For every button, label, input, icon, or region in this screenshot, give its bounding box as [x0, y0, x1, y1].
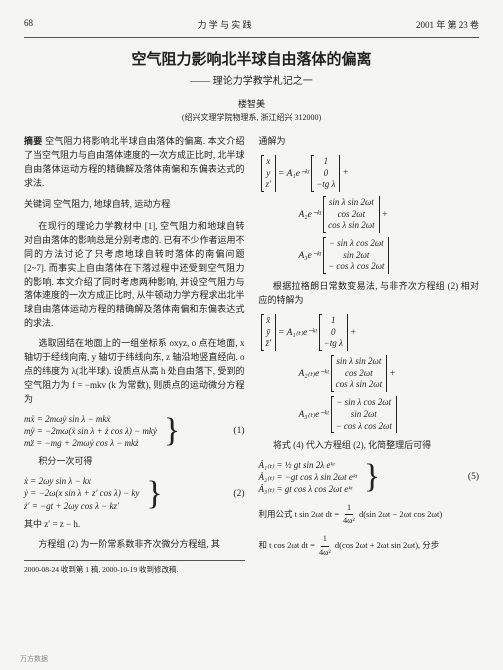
eq5-line1: Ȧ₁₍ₜ₎ = ½ gt sin 2λ eᵏᵗ	[259, 459, 357, 471]
keywords-label: 关键词	[24, 199, 51, 209]
fraction-2: 14ω²	[317, 533, 333, 559]
equation-3: xyz′ = A₁e⁻ᵏᵗ 10−tg λ + A₂e⁻ᵏᵗ sin λ sin…	[259, 155, 480, 274]
header-rule	[24, 37, 479, 38]
article-subtitle: —— 理论力学教学札记之一	[24, 72, 479, 87]
r-paragraph-4: 利用公式 t sin 2ωt dt = 14ω² d(sin 2ωt − 2ωt…	[259, 502, 480, 528]
two-column-body: 摘要 空气阻力将影响北半球自由落体的偏离. 本文介绍了当空气阻力与自由落体速度的…	[24, 135, 479, 575]
matrix-4-1: 10−tg λ	[319, 314, 348, 351]
eq1-line2: mÿ = −2mω(ẋ sin λ + ż cos λ) − mkẏ	[24, 425, 157, 437]
eq4-a3: A₃₍ₜ₎e⁻ᵏᵗ	[299, 409, 329, 420]
abstract-label: 摘要	[24, 136, 43, 146]
affiliation: (绍兴文理学院物理系, 浙江绍兴 312000)	[24, 112, 479, 123]
keywords-text: 空气阻力, 地球自转, 运动方程	[53, 199, 170, 209]
vector-xyz: xyz′	[261, 155, 276, 192]
eq3-lead: = A₁e⁻ᵏᵗ	[278, 168, 309, 179]
watermark: 万方数据	[20, 654, 48, 664]
vector-xyz-bar: x̄ȳz̄′	[261, 314, 276, 351]
paragraph-3: 积分一次可得	[24, 455, 245, 469]
footnote-rule: 2000-08-24 收到第 1 稿, 2000-10-19 收到修改稿.	[24, 560, 245, 575]
matrix-1: 10−tg λ	[311, 155, 340, 192]
eq2-number: (2)	[233, 489, 244, 499]
eq3-a2: A₂e⁻ᵏᵗ	[299, 209, 322, 220]
matrix-4-3: − sin λ cos 2ωtsin 2ωt− cos λ cos 2ωt	[331, 396, 397, 433]
keywords: 关键词 空气阻力, 地球自转, 运动方程	[24, 197, 245, 210]
running-header: 68 力 学 与 实 践 2001 年 第 23 卷	[24, 18, 479, 31]
left-column: 摘要 空气阻力将影响北半球自由落体的偏离. 本文介绍了当空气阻力与自由落体速度的…	[24, 135, 245, 575]
eq5-number: (5)	[468, 472, 479, 482]
eq4-lead: = A₁₍ₜ₎e⁻ᵏᵗ	[278, 327, 317, 338]
eq1-line3: mz̈ = −mg + 2mωẏ cos λ − mkż	[24, 437, 157, 449]
article-title: 空气阻力影响北半球自由落体的偏离	[24, 48, 479, 69]
right-column: 通解为 xyz′ = A₁e⁻ᵏᵗ 10−tg λ + A₂e⁻ᵏᵗ sin λ…	[259, 135, 480, 575]
eq3-a3: A₃e⁻ᵏᵗ	[299, 250, 322, 261]
brace-icon: }	[161, 414, 183, 448]
footnote-text: 2000-08-24 收到第 1 稿, 2000-10-19 收到修改稿.	[24, 564, 178, 575]
fraction-1: 14ω²	[341, 502, 357, 528]
brace-icon: }	[143, 477, 165, 511]
eq1-line1: mẍ = 2mωẏ sin λ − mkẋ	[24, 413, 157, 425]
abstract: 摘要 空气阻力将影响北半球自由落体的偏离. 本文介绍了当空气阻力与自由落体速度的…	[24, 135, 245, 191]
r-paragraph-3: 将式 (4) 代入方程组 (2), 化简整理后可得	[259, 439, 480, 453]
r-paragraph-2: 根据拉格朗日常数变易法, 与非齐次方程组 (2) 相对应的特解为	[259, 280, 480, 308]
eq2-line2: ẏ = −2ω(x sin λ + z′ cos λ) − ky	[24, 487, 139, 499]
brace-icon: }	[361, 460, 383, 494]
matrix-2: sin λ sin 2ωtcos 2ωtcos λ sin 2ωt	[323, 196, 380, 233]
equation-2: ẋ = 2ωy sin λ − kx ẏ = −2ω(x sin λ + z′ …	[24, 475, 245, 511]
paragraph-4: 其中 z′ = z − h.	[24, 518, 245, 532]
eq4-a2: A₂₍ₜ₎e⁻ᵏᵗ	[299, 368, 329, 379]
matrix-4-2: sin λ sin 2ωtcos 2ωtcos λ sin 2ωt	[331, 355, 388, 392]
eq2-line3: ż′ = −gt + 2ωy cos λ − kz′	[24, 500, 139, 512]
r-paragraph-1: 通解为	[259, 135, 480, 149]
issue: 2001 年 第 23 卷	[416, 18, 479, 31]
paragraph-5: 方程组 (2) 为一阶常系数非齐次微分方程组, 其	[24, 538, 245, 552]
eq2-line1: ẋ = 2ωy sin λ − kx	[24, 475, 139, 487]
eq5-line3: Ȧ₃₍ₜ₎ = gt cos λ cos 2ωt eᵏᵗ	[259, 483, 357, 495]
equation-5: Ȧ₁₍ₜ₎ = ½ gt sin 2λ eᵏᵗ Ȧ₂₍ₜ₎ = −gt cos …	[259, 459, 480, 495]
eq1-number: (1)	[233, 426, 244, 436]
r-paragraph-5: 和 t cos 2ωt dt = 14ω² d(cos 2ωt + 2ωt si…	[259, 533, 480, 559]
page-number: 68	[24, 18, 33, 31]
abstract-text: 空气阻力将影响北半球自由落体的偏离. 本文介绍了当空气阻力与自由落体速度的一次方…	[24, 136, 245, 188]
equation-1: mẍ = 2mωẏ sin λ − mkẋ mÿ = −2mω(ẋ sin λ …	[24, 413, 245, 449]
eq5-line2: Ȧ₂₍ₜ₎ = −gt cos λ sin 2ωt eᵏᵗ	[259, 471, 357, 483]
author: 楼智美	[24, 97, 479, 110]
journal-name: 力 学 与 实 践	[197, 18, 251, 31]
matrix-3: − sin λ cos 2ωtsin 2ωt− cos λ cos 2ωt	[323, 237, 389, 274]
paragraph-2: 选取固结在地面上的一组坐标系 oxyz, o 点在地面, x 轴切于经线向南, …	[24, 337, 245, 407]
equation-4: x̄ȳz̄′ = A₁₍ₜ₎e⁻ᵏᵗ 10−tg λ + A₂₍ₜ₎e⁻ᵏᵗ s…	[259, 314, 480, 433]
paragraph-1: 在现行的理论力学教材中 [1], 空气阻力和地球自转对自由落体的影响总是分别考虑…	[24, 220, 245, 332]
